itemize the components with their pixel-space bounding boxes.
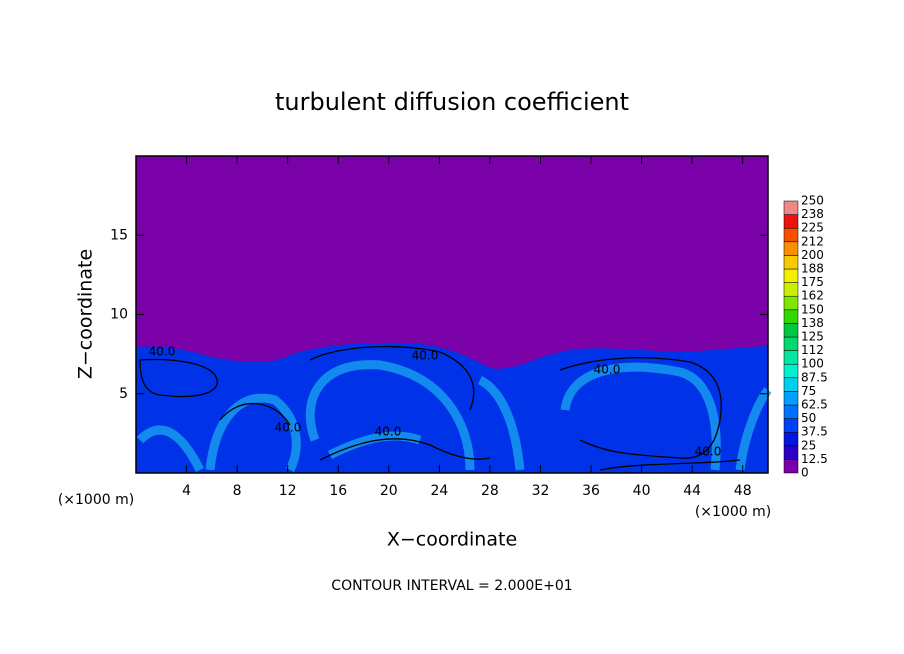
colorbar-label: 175 bbox=[801, 275, 824, 289]
colorbar-label: 100 bbox=[801, 357, 824, 371]
colorbar-box bbox=[783, 363, 799, 379]
y-tick-label: 15 bbox=[110, 227, 128, 243]
contour-label: 40.0 bbox=[695, 445, 722, 459]
chart-title: turbulent diffusion coefficient bbox=[275, 88, 629, 116]
x-tick-label: 44 bbox=[683, 483, 701, 499]
colorbar-box bbox=[783, 350, 799, 365]
colorbar-box bbox=[783, 445, 799, 460]
colorbar-box bbox=[783, 459, 799, 474]
contour-interval-note: CONTOUR INTERVAL = 2.000E+01 bbox=[331, 578, 572, 594]
x-axis-label: X−coordinate bbox=[387, 529, 517, 551]
y-axis-label: Z−coordinate bbox=[75, 249, 97, 379]
colorbar-label: 138 bbox=[801, 316, 824, 330]
contour-label: 40.0 bbox=[149, 345, 176, 359]
contour-label: 40.0 bbox=[275, 421, 302, 435]
contour-label: 40.0 bbox=[412, 349, 439, 363]
contour-label: 40.0 bbox=[375, 425, 402, 439]
colorbar-label: 12.5 bbox=[801, 452, 828, 466]
colorbar-box bbox=[783, 295, 799, 311]
contour-lines bbox=[139, 345, 741, 471]
colorbar-label: 125 bbox=[801, 330, 824, 344]
colorbar-box bbox=[783, 227, 799, 243]
x-tick-label: 24 bbox=[430, 483, 448, 499]
x-tick-label: 4 bbox=[182, 483, 191, 499]
x-tick-label: 28 bbox=[481, 483, 499, 499]
colorbar-label: 112 bbox=[801, 343, 824, 357]
colorbar-box bbox=[783, 214, 799, 229]
field bbox=[136, 156, 772, 473]
colorbar-label: 25 bbox=[801, 438, 816, 452]
colorbar-label: 225 bbox=[801, 221, 824, 235]
colorbar-label: 50 bbox=[801, 411, 816, 425]
field-swirls bbox=[136, 360, 772, 473]
x-tick-label: 36 bbox=[582, 483, 600, 499]
colorbar-box bbox=[783, 391, 799, 406]
colorbar-box bbox=[783, 431, 799, 447]
colorbar-box bbox=[783, 255, 799, 270]
x-tick-label: 16 bbox=[329, 483, 347, 499]
x-unit-label: (×1000 m) bbox=[695, 504, 771, 520]
x-tick-label: 32 bbox=[532, 483, 550, 499]
colorbar-box bbox=[783, 418, 799, 433]
colorbar-label: 212 bbox=[801, 234, 824, 248]
x-tick-label: 8 bbox=[233, 483, 242, 499]
colorbar-box bbox=[783, 268, 799, 283]
x-tick-label: 20 bbox=[380, 483, 398, 499]
colorbar-label: 87.5 bbox=[801, 370, 828, 384]
colorbar-label: 200 bbox=[801, 248, 824, 262]
colorbar-box bbox=[783, 309, 799, 324]
colorbar-label: 37.5 bbox=[801, 425, 828, 439]
colorbar-label: 188 bbox=[801, 262, 824, 276]
contour-label: 40.0 bbox=[594, 363, 621, 377]
colorbar-box bbox=[783, 336, 799, 351]
colorbar-box bbox=[783, 323, 799, 338]
colorbar-box bbox=[783, 404, 799, 419]
colorbar-box bbox=[783, 377, 799, 392]
y-tick-label: 5 bbox=[119, 386, 128, 402]
colorbar-label: 75 bbox=[801, 384, 816, 398]
colorbar-label: 162 bbox=[801, 289, 824, 303]
x-unit-label: (×1000 m) bbox=[58, 492, 134, 508]
x-tick-label: 40 bbox=[633, 483, 651, 499]
colorbar-label: 0 bbox=[801, 466, 809, 480]
colorbar-label: 250 bbox=[801, 194, 824, 208]
colorbar-box bbox=[783, 200, 799, 215]
x-tick-label: 12 bbox=[279, 483, 297, 499]
colorbar-box bbox=[783, 241, 799, 256]
colorbar-label: 150 bbox=[801, 302, 824, 316]
colorbar-label: 62.5 bbox=[801, 398, 828, 412]
x-tick-label: 48 bbox=[734, 483, 752, 499]
colorbar-box bbox=[783, 282, 799, 297]
y-tick-label: 10 bbox=[110, 307, 128, 323]
colorbar-label: 238 bbox=[801, 207, 824, 221]
